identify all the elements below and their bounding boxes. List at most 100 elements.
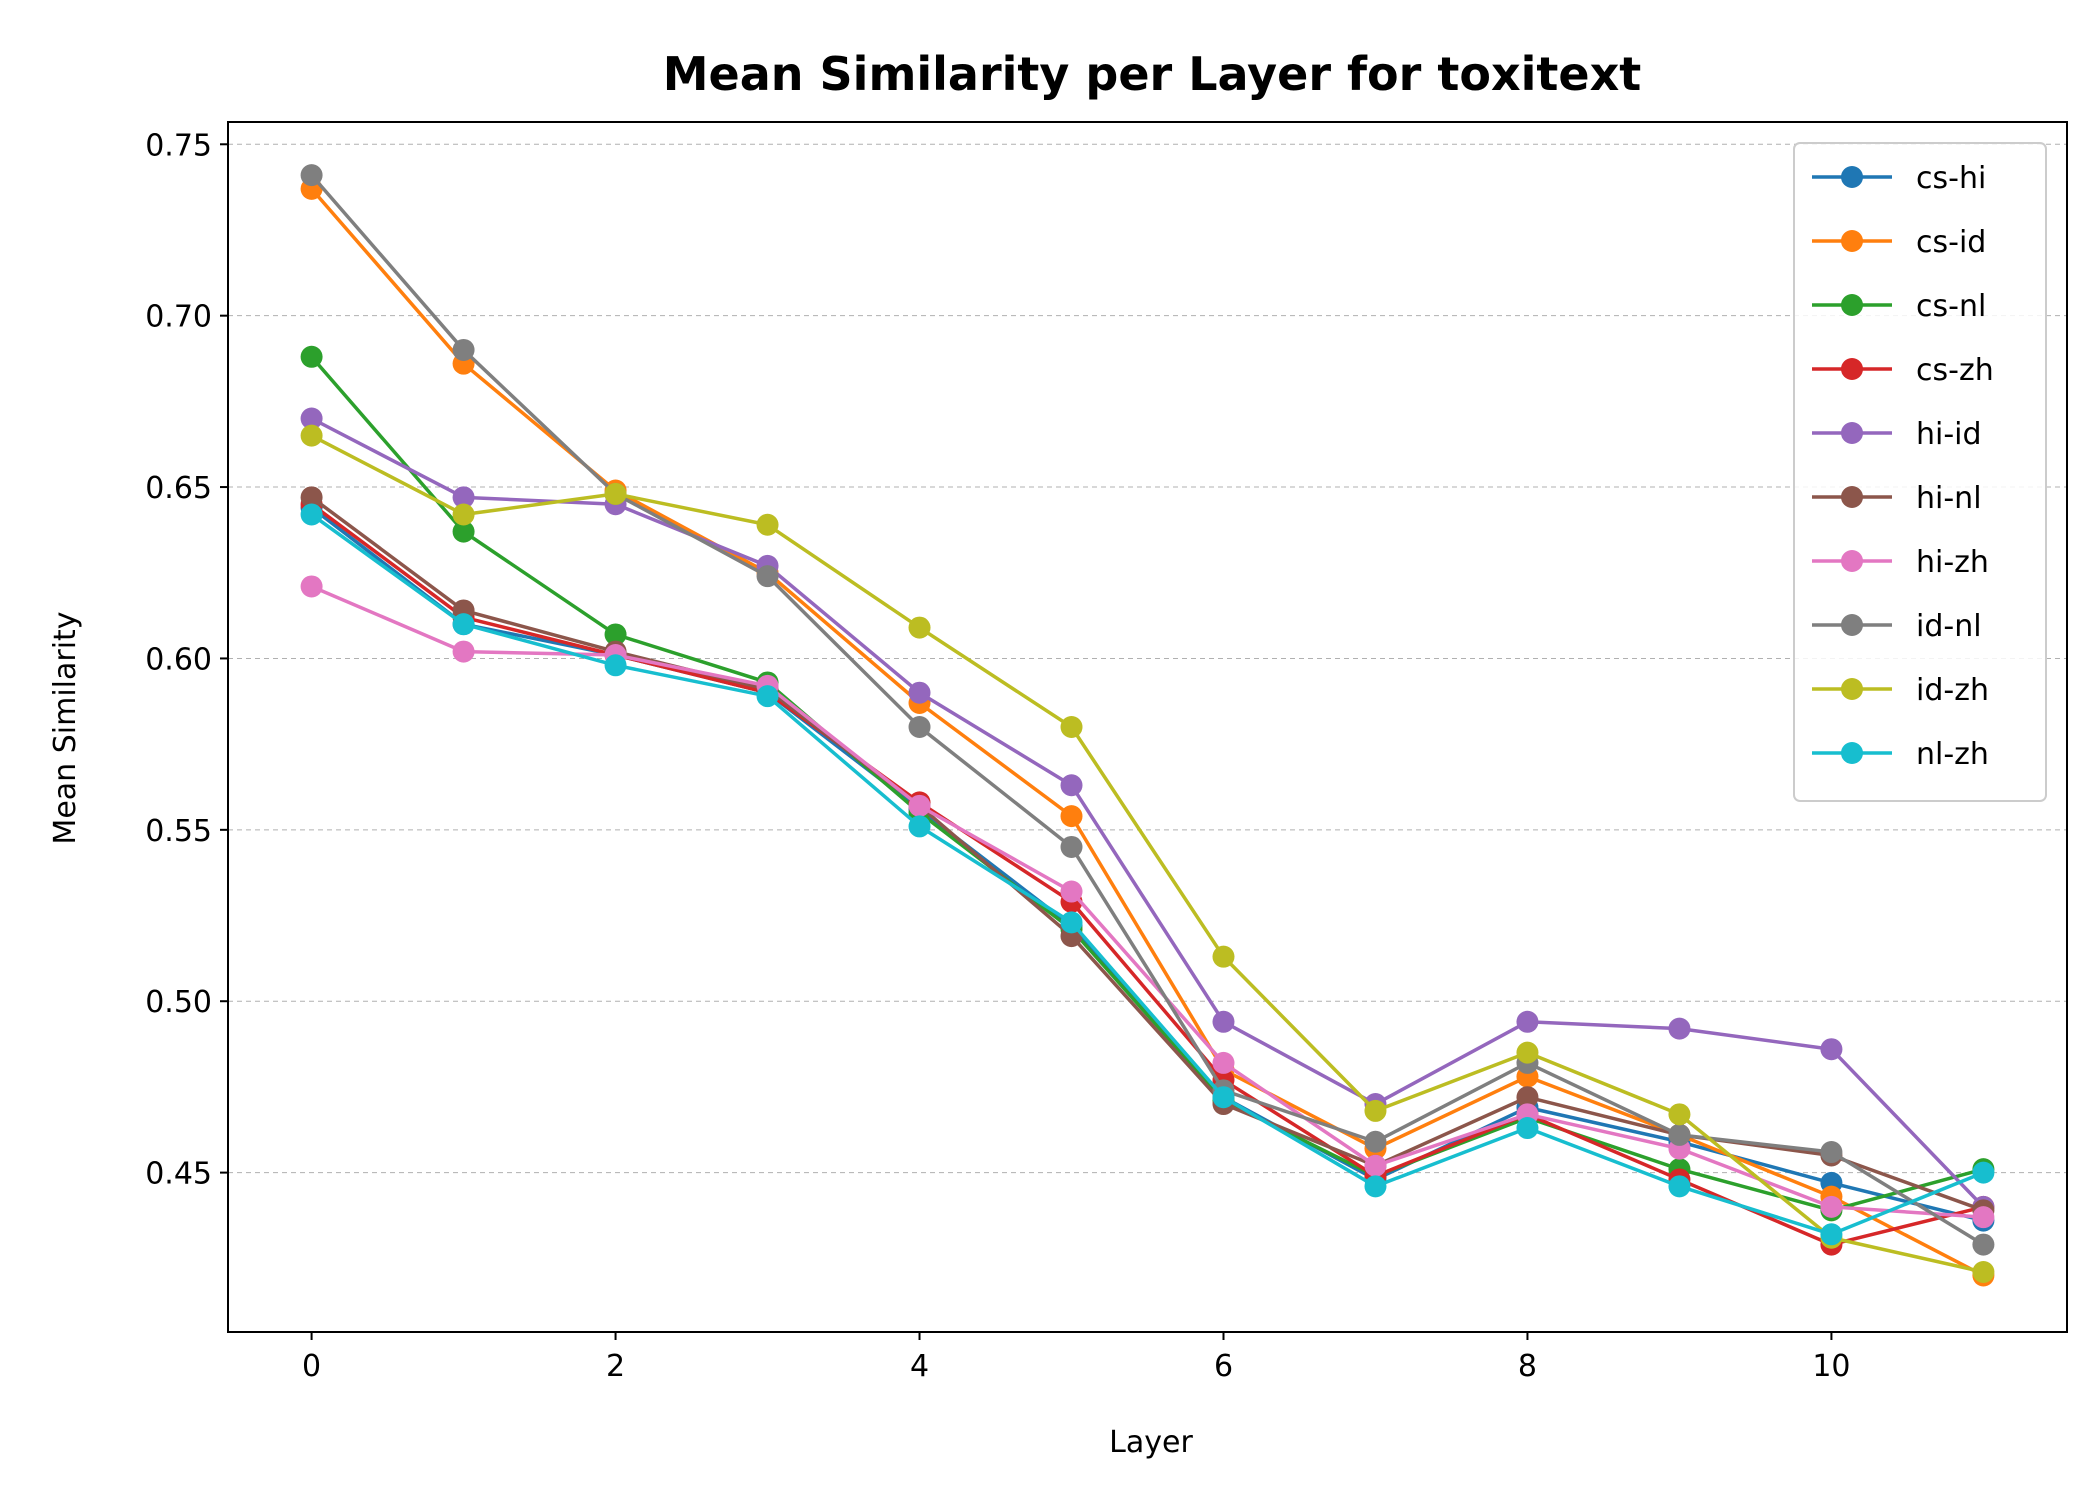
chart-title: Mean Similarity per Layer for toxitext	[663, 47, 1641, 101]
axes: 0.45 0.50 0.55 0.60 0.65 0.70 0.75 0 2 4 6 8 10	[145, 128, 1850, 1384]
legend-label: hi-id	[1916, 417, 1982, 452]
data-point-hi-zh	[1972, 1206, 1995, 1229]
series-line-hi-zh	[310, 584, 1984, 1219]
data-point-hi-zh	[908, 794, 931, 817]
data-point-id-nl	[1820, 1141, 1843, 1164]
series-nl-zh	[300, 503, 1995, 1246]
data-point-nl-zh	[756, 685, 779, 708]
series-line-id-nl	[310, 173, 1985, 1247]
data-point-nl-zh	[300, 503, 323, 526]
legend-marker	[1841, 230, 1863, 252]
data-point-id-zh	[1060, 716, 1083, 738]
data-point-id-nl	[1060, 835, 1083, 858]
data-point-hi-nl	[300, 486, 323, 509]
data-point-hi-id	[1820, 1038, 1843, 1061]
legend-marker	[1841, 742, 1863, 764]
data-point-hi-id	[1668, 1017, 1691, 1040]
legend-item-hi-zh: hi-zh	[1812, 545, 1989, 580]
data-point-id-zh	[908, 616, 931, 639]
data-point-hi-id	[1212, 1010, 1235, 1033]
legend-item-cs-zh: cs-zh	[1812, 353, 1994, 388]
data-point-nl-zh	[1060, 911, 1083, 934]
data-point-id-nl	[300, 164, 323, 187]
x-axis-label: Layer	[1109, 1425, 1193, 1460]
series-line-hi-id	[310, 416, 1985, 1209]
series-id-zh	[300, 424, 1995, 1284]
data-point-id-zh	[300, 424, 323, 447]
data-point-id-zh	[1668, 1103, 1691, 1126]
series-line-id-zh	[310, 434, 1984, 1274]
data-point-id-zh	[452, 503, 475, 526]
legend-marker	[1841, 166, 1863, 188]
series-line-cs-nl	[310, 355, 1984, 1213]
x-tick-label: 6	[1214, 1349, 1233, 1384]
data-point-id-zh	[1972, 1261, 1995, 1284]
x-tick-label: 0	[302, 1349, 321, 1384]
legend-label: cs-id	[1916, 225, 1986, 260]
data-point-hi-nl	[1516, 1086, 1539, 1109]
data-point-hi-zh	[1212, 1051, 1235, 1074]
legend-label: hi-nl	[1916, 481, 1982, 516]
data-point-nl-zh	[908, 815, 931, 838]
data-point-id-nl	[908, 716, 931, 738]
legend: cs-hi cs-id cs-nl cs-zh hi-id hi-nl hi-zh id-nl…	[1793, 142, 2047, 802]
legend-item-id-nl: id-nl	[1812, 609, 1982, 644]
legend-marker	[1841, 294, 1863, 316]
data-point-nl-zh	[1820, 1223, 1843, 1246]
y-tick-label: 0.50	[145, 985, 212, 1020]
data-point-nl-zh	[1516, 1117, 1539, 1140]
data-point-id-nl	[1364, 1130, 1387, 1153]
data-point-id-zh	[604, 482, 627, 505]
legend-marker	[1841, 678, 1863, 700]
legend-label: id-nl	[1916, 609, 1982, 644]
legend-label: id-zh	[1916, 673, 1989, 708]
y-tick-label: 0.75	[145, 128, 212, 163]
x-tick-label: 2	[606, 1349, 625, 1384]
data-point-cs-id	[1060, 805, 1083, 828]
data-point-id-zh	[756, 513, 779, 536]
legend-item-cs-hi: cs-hi	[1812, 161, 1986, 196]
data-point-nl-zh	[1212, 1086, 1235, 1109]
y-tick-label: 0.45	[145, 1157, 212, 1192]
plot-area-frame	[227, 121, 2068, 1333]
legend-marker	[1841, 550, 1863, 572]
data-point-hi-id	[908, 681, 931, 704]
y-tick-label: 0.70	[145, 300, 212, 335]
data-point-hi-id	[300, 407, 323, 430]
data-point-cs-nl	[604, 623, 627, 646]
legend-label: hi-zh	[1916, 545, 1989, 580]
legend-item-nl-zh: nl-zh	[1812, 737, 1989, 772]
data-point-cs-nl	[452, 520, 475, 543]
legend-item-cs-id: cs-id	[1812, 225, 1986, 260]
legend-label: cs-zh	[1916, 353, 1994, 388]
legend-label: cs-hi	[1916, 161, 1986, 196]
data-point-id-nl	[452, 338, 475, 361]
data-point-id-zh	[1364, 1099, 1387, 1122]
data-point-hi-zh	[1060, 880, 1083, 903]
data-point-hi-zh	[1364, 1154, 1387, 1177]
y-tick-label: 0.60	[145, 642, 212, 677]
series-hi-id	[300, 407, 1995, 1218]
data-point-id-zh	[1516, 1041, 1539, 1064]
series-line-nl-zh	[310, 513, 1985, 1237]
legend-item-hi-id: hi-id	[1812, 417, 1982, 452]
x-tick-label: 8	[1518, 1349, 1537, 1384]
legend-marker	[1841, 614, 1863, 636]
x-tick-label: 4	[910, 1349, 929, 1384]
legend-marker	[1841, 358, 1863, 380]
legend-item-cs-nl: cs-nl	[1812, 289, 1986, 324]
data-point-id-nl	[1668, 1123, 1691, 1146]
x-tick-label: 10	[1812, 1349, 1850, 1384]
legend-item-hi-nl: hi-nl	[1812, 481, 1982, 516]
data-point-hi-zh	[452, 640, 475, 663]
y-axis-label: Mean Similarity	[48, 611, 83, 844]
series-line-cs-zh	[310, 502, 1984, 1247]
grid-lines	[228, 143, 2067, 1174]
data-point-id-nl	[756, 565, 779, 588]
legend-label: nl-zh	[1916, 737, 1989, 772]
data-point-cs-nl	[300, 345, 323, 368]
data-point-hi-id	[1060, 774, 1083, 797]
legend-label: cs-nl	[1916, 289, 1986, 324]
y-tick-label: 0.65	[145, 471, 212, 506]
